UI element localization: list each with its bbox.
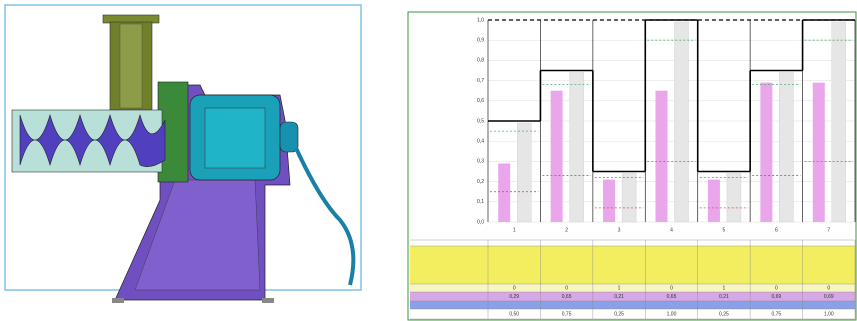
table-cell: 1,00 [824, 311, 834, 317]
table-cell: 0 [775, 285, 778, 291]
table-cell: 0,75 [771, 311, 781, 317]
x-tick-label: 1 [513, 227, 516, 233]
y-tick-label: 0,3 [477, 159, 484, 165]
y-tick-label: 0,2 [477, 179, 484, 185]
table-row-bg [410, 292, 855, 301]
y-tick-label: 0,1 [477, 199, 484, 205]
y-tick-label: 0,4 [477, 139, 484, 145]
bar [675, 22, 689, 222]
table-cell: 0,69 [824, 294, 834, 300]
page: 0,0 0,1 0,2 0,3 0,4 0,5 0,6 0,7 0,8 0,9 1,0 1 2 3 4 5 6 7… [0, 0, 857, 321]
table-row-bg [410, 284, 855, 292]
bar [517, 123, 531, 222]
table-cell: 0,65 [562, 294, 572, 300]
x-tick-label: 2 [565, 227, 568, 233]
bar [498, 163, 510, 222]
table-cell: 0,21 [614, 294, 624, 300]
x-tick-label: 7 [827, 227, 830, 233]
bar [727, 174, 741, 222]
table-row-bg [410, 246, 855, 284]
table-cell: 0,29 [509, 294, 519, 300]
bar [832, 22, 846, 222]
table-cell: 0,25 [614, 311, 624, 317]
x-tick-label: 6 [775, 227, 778, 233]
table-cell: 0 [513, 285, 516, 291]
y-tick-label: 0,6 [477, 98, 484, 104]
x-tick-label: 3 [618, 227, 621, 233]
table-cell: 0 [565, 285, 568, 291]
table-cell: 1 [723, 285, 726, 291]
bar [760, 83, 772, 222]
bar [656, 91, 668, 222]
table-cell: 1,00 [667, 311, 677, 317]
y-tick-label: 0,5 [477, 118, 484, 124]
table-row-bg [410, 301, 855, 309]
table-cell: 0 [670, 285, 673, 291]
y-tick-label: 1,0 [477, 17, 484, 23]
y-tick-label: 0,0 [477, 219, 484, 225]
table-row-bg [410, 309, 855, 319]
table-cell: 0,21 [719, 294, 729, 300]
x-tick-label: 5 [723, 227, 726, 233]
table-cell: 0 [827, 285, 830, 291]
table-cell: 0,75 [562, 311, 572, 317]
bar [708, 180, 720, 222]
table-cell: 0,65 [667, 294, 677, 300]
y-tick-label: 0,7 [477, 78, 484, 84]
bar [551, 91, 563, 222]
bar [779, 73, 793, 222]
table-cell: 0,25 [719, 311, 729, 317]
bar [603, 180, 615, 222]
bar [570, 73, 584, 222]
y-tick-label: 0,8 [477, 58, 484, 64]
bar [813, 83, 825, 222]
y-tick-label: 0,9 [477, 38, 484, 44]
x-tick-label: 4 [670, 227, 673, 233]
bar [622, 174, 636, 222]
table-cell: 1 [618, 285, 621, 291]
table-cell: 0,69 [771, 294, 781, 300]
table-cell: 0,50 [509, 311, 519, 317]
screenshot: 0,0 0,1 0,2 0,3 0,4 0,5 0,6 0,7 0,8 0,9 1,0 1 2 3 4 5 6 7… [0, 0, 857, 321]
